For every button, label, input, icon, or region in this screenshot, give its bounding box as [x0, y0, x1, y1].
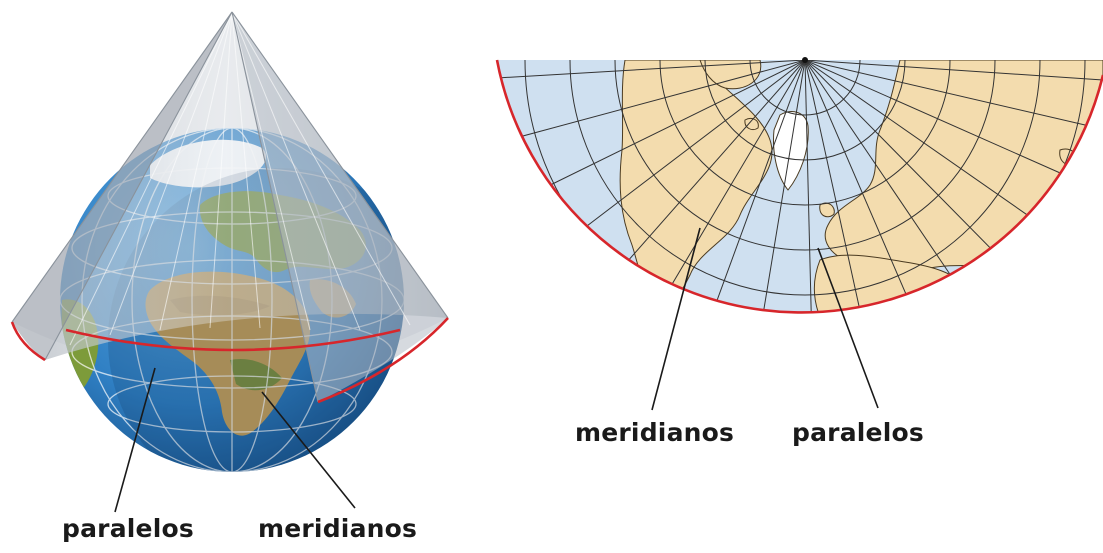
cone-front	[12, 12, 232, 360]
pointer-meridianos-globe	[261, 391, 356, 509]
tangent-parallel-line	[65, 328, 401, 352]
label-map-paralelos: paralelos	[792, 418, 924, 447]
globe-diagram	[10, 11, 449, 513]
cone-right-flap	[232, 12, 448, 402]
pointer-paralelos-globe	[114, 367, 156, 513]
developed-cone-map	[495, 57, 1103, 411]
cone-rulings	[69, 11, 411, 346]
map-pole-point	[802, 57, 808, 63]
label-globe-meridianos: meridianos	[258, 514, 418, 543]
map-meridians	[497, 60, 1103, 313]
cone-base-red-rim	[10, 317, 449, 404]
pointer-meridianos-map	[651, 227, 701, 411]
label-map-meridianos: meridianos	[575, 418, 735, 447]
cone-edges	[11, 11, 449, 403]
map-parallels	[524, 60, 1086, 313]
pointer-paralelos-map	[817, 247, 879, 409]
map-greenland	[773, 111, 809, 191]
label-globe-paralelos: paralelos	[62, 514, 194, 543]
map-outer-red-arc	[495, 59, 1103, 314]
map-africa	[813, 254, 971, 313]
